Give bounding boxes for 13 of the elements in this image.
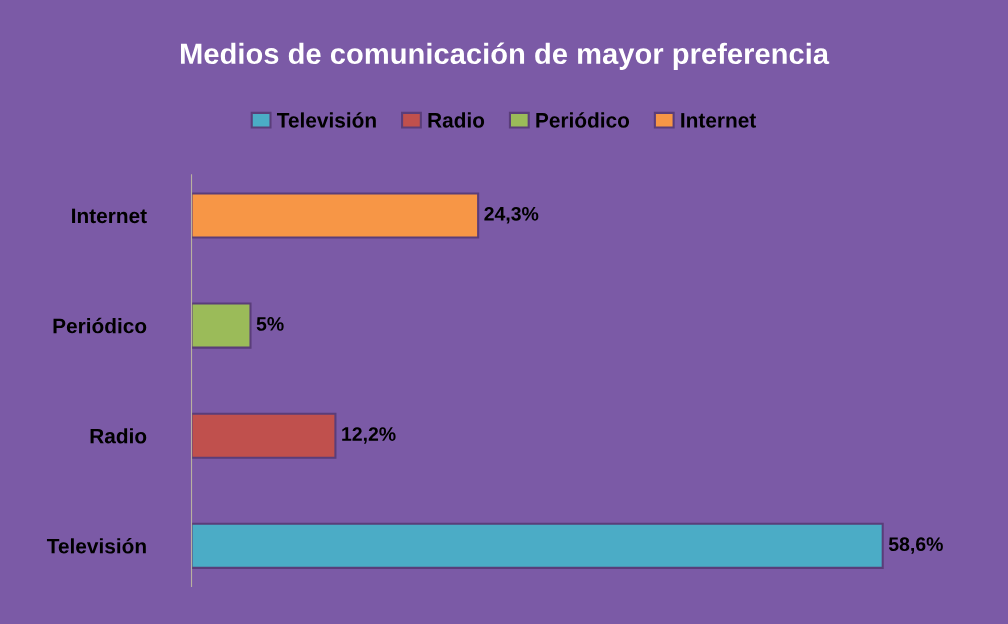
legend-label: Periódico (536, 112, 630, 128)
y-tick-label: Radio (90, 428, 147, 444)
legend-label: Radio (428, 112, 485, 128)
y-tick-label: Periódico (53, 317, 147, 334)
chart-title: Medios de comunicación de mayor preferencia (180, 42, 830, 70)
y-tick-label: Televisión (46, 538, 146, 554)
data-label: 58,6% (888, 537, 943, 554)
y-tick-label: Internet (72, 208, 147, 224)
data-label: 5% (256, 317, 284, 331)
data-label: 12,2% (342, 427, 396, 444)
legend-label: Televisión (276, 112, 376, 128)
data-label: 24,3% (484, 206, 539, 224)
legend-label: Internet (681, 113, 757, 128)
